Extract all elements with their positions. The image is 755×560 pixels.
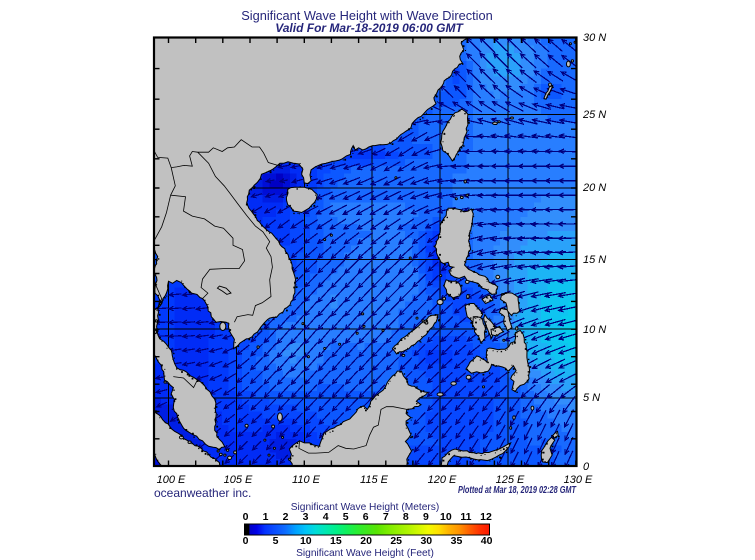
svg-text:120 E: 120 E: [428, 474, 457, 486]
svg-text:Significant Wave Height (Meter: Significant Wave Height (Meters): [291, 502, 440, 513]
svg-text:7: 7: [383, 511, 389, 523]
svg-text:3: 3: [303, 511, 309, 523]
svg-text:5: 5: [343, 511, 349, 523]
svg-text:0: 0: [583, 461, 590, 473]
svg-text:4: 4: [323, 511, 329, 523]
svg-text:0: 0: [243, 535, 249, 547]
svg-text:25 N: 25 N: [582, 109, 606, 121]
svg-text:1: 1: [263, 511, 269, 523]
svg-text:12: 12: [480, 511, 492, 523]
svg-text:2: 2: [283, 511, 289, 523]
svg-text:30 N: 30 N: [583, 32, 606, 44]
svg-text:8: 8: [403, 511, 409, 523]
svg-text:11: 11: [460, 511, 471, 523]
svg-text:115 E: 115 E: [360, 474, 389, 486]
svg-text:Plotted at Mar 18, 2019 02:28: Plotted at Mar 18, 2019 02:28 GMT: [458, 485, 577, 496]
svg-text:oceanweather inc.: oceanweather inc.: [154, 486, 251, 500]
svg-text:30: 30: [420, 535, 432, 547]
svg-text:5: 5: [273, 535, 279, 547]
svg-text:Significant Wave Height with W: Significant Wave Height with Wave Direct…: [241, 8, 493, 23]
svg-text:110 E: 110 E: [292, 474, 321, 486]
svg-text:20: 20: [360, 535, 372, 547]
svg-text:15: 15: [330, 535, 342, 547]
svg-text:15 N: 15 N: [583, 254, 606, 266]
svg-text:10: 10: [440, 511, 452, 523]
svg-text:10: 10: [300, 535, 312, 547]
svg-text:40: 40: [481, 535, 493, 547]
svg-text:35: 35: [451, 535, 463, 547]
svg-text:10 N: 10 N: [583, 324, 606, 336]
svg-text:0: 0: [243, 511, 249, 523]
svg-text:105 E: 105 E: [224, 474, 253, 486]
svg-text:100 E: 100 E: [157, 474, 186, 486]
svg-text:Valid For Mar-18-2019 06:00 GM: Valid For Mar-18-2019 06:00 GMT: [275, 21, 464, 35]
svg-text:25: 25: [390, 535, 402, 547]
svg-text:Significant Wave Height (Feet): Significant Wave Height (Feet): [296, 548, 434, 559]
svg-text:125 E: 125 E: [496, 474, 525, 486]
svg-text:5 N: 5 N: [583, 392, 600, 404]
svg-text:130 E: 130 E: [564, 474, 593, 486]
svg-text:6: 6: [363, 511, 369, 523]
svg-text:20 N: 20 N: [582, 182, 606, 194]
svg-text:9: 9: [423, 511, 429, 523]
